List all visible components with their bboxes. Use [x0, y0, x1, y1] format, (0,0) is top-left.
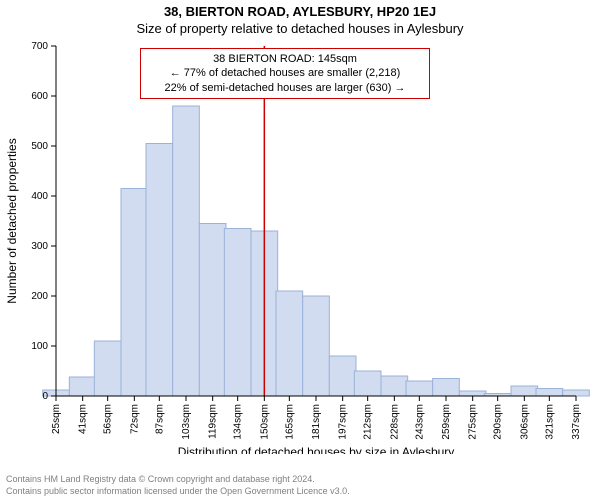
histogram-bar	[563, 390, 590, 396]
histogram-bar	[329, 356, 356, 396]
y-tick-label: 100	[31, 341, 48, 352]
x-tick-label: 290sqm	[493, 404, 504, 440]
x-tick-label: 119sqm	[208, 404, 219, 439]
histogram-bar	[146, 144, 173, 397]
histogram-bar	[303, 296, 330, 396]
histogram-bar	[511, 386, 538, 396]
x-tick-label: 197sqm	[338, 404, 349, 440]
footer-copyright-1: Contains HM Land Registry data © Crown c…	[6, 474, 315, 484]
annotation-callout: 38 BIERTON ROAD: 145sqm ← 77% of detache…	[140, 48, 430, 99]
histogram-bar	[69, 377, 96, 396]
x-tick-label: 165sqm	[284, 404, 295, 440]
x-tick-label: 150sqm	[259, 404, 270, 440]
y-tick-label: 600	[31, 91, 48, 102]
x-tick-label: 259sqm	[441, 404, 452, 440]
x-tick-label: 103sqm	[181, 404, 192, 440]
x-tick-label: 181sqm	[311, 404, 322, 440]
histogram-bar	[459, 391, 486, 396]
annotation-line3: 22% of semi-detached houses are larger (…	[147, 81, 423, 95]
histogram-bar	[354, 371, 381, 396]
y-tick-label: 500	[31, 141, 48, 152]
x-tick-label: 41sqm	[78, 404, 89, 434]
histogram-bar	[224, 229, 251, 397]
histogram-bar	[173, 106, 200, 396]
histogram-bar	[94, 341, 121, 396]
annotation-line1: 38 BIERTON ROAD: 145sqm	[147, 52, 423, 66]
y-tick-label: 0	[42, 391, 48, 402]
x-axis-label: Distribution of detached houses by size …	[178, 445, 455, 454]
x-tick-label: 321sqm	[544, 404, 555, 440]
x-tick-label: 56sqm	[103, 404, 114, 434]
x-tick-label: 87sqm	[154, 404, 165, 434]
histogram-bar	[199, 224, 226, 397]
x-tick-label: 228sqm	[389, 404, 400, 440]
y-tick-label: 400	[31, 191, 48, 202]
x-tick-label: 275sqm	[468, 404, 479, 440]
page-title-address: 38, BIERTON ROAD, AYLESBURY, HP20 1EJ	[0, 0, 600, 19]
x-tick-label: 243sqm	[414, 404, 425, 440]
x-tick-label: 212sqm	[363, 404, 374, 440]
x-tick-label: 306sqm	[519, 404, 530, 440]
histogram-bar	[276, 291, 303, 396]
x-tick-label: 337sqm	[571, 404, 582, 440]
y-tick-label: 200	[31, 291, 48, 302]
y-tick-label: 300	[31, 241, 48, 252]
y-axis-label: Number of detached properties	[5, 138, 19, 303]
annotation-line2: ← 77% of detached houses are smaller (2,…	[147, 66, 423, 80]
y-tick-label: 700	[31, 41, 48, 52]
histogram-bar	[381, 376, 408, 396]
x-tick-label: 134sqm	[233, 404, 244, 440]
histogram-bar	[536, 389, 563, 397]
footer-copyright-2: Contains public sector information licen…	[6, 486, 350, 496]
histogram-bar	[433, 379, 460, 397]
histogram-bar	[406, 381, 433, 396]
x-tick-label: 72sqm	[129, 404, 140, 434]
histogram-bar	[121, 189, 148, 397]
x-tick-label: 25sqm	[51, 404, 62, 434]
